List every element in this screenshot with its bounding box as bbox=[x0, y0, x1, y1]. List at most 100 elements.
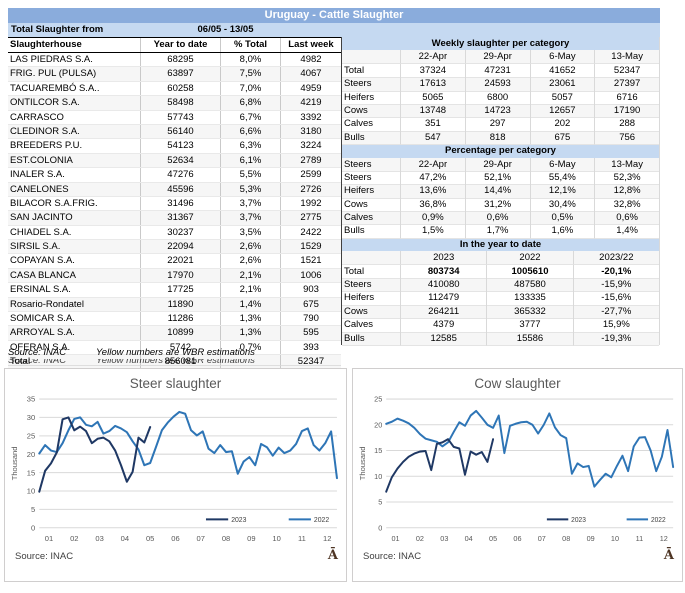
cell: -20,1% bbox=[572, 264, 659, 280]
cell: 6,7% bbox=[220, 110, 280, 124]
cell: ARROYAL S.A. bbox=[10, 327, 75, 339]
svg-text:25: 25 bbox=[27, 431, 35, 440]
svg-text:07: 07 bbox=[538, 534, 546, 543]
svg-text:07: 07 bbox=[197, 534, 205, 543]
svg-text:05: 05 bbox=[146, 534, 154, 543]
cell: INALER S.A. bbox=[10, 169, 65, 181]
svg-text:08: 08 bbox=[222, 534, 230, 543]
table-row: Steers 17613 24593 23061 27397 bbox=[342, 77, 659, 92]
cell: 17613 bbox=[400, 77, 465, 92]
svg-text:12: 12 bbox=[660, 534, 668, 543]
table-row: CLEDINOR S.A. 56140 6,6% 3180 bbox=[8, 124, 341, 140]
svg-text:10: 10 bbox=[374, 472, 382, 481]
svg-text:0: 0 bbox=[378, 523, 382, 532]
cell: Heifers bbox=[342, 291, 400, 306]
cell: 1005610 bbox=[486, 264, 573, 280]
cell: 56140 bbox=[140, 124, 220, 139]
column-header: 29-Apr bbox=[464, 50, 530, 64]
cell: 12585 bbox=[400, 331, 487, 346]
cell: 13748 bbox=[400, 103, 465, 119]
svg-text:02: 02 bbox=[416, 534, 424, 543]
cell: SAN JACINTO bbox=[10, 212, 73, 224]
report-title-bar: Uruguay - Cattle Slaughter bbox=[8, 8, 660, 23]
cell: 15586 bbox=[486, 331, 573, 346]
cell: OFERAN S.A. bbox=[10, 341, 71, 353]
cell: ONTILCOR S.A. bbox=[10, 97, 80, 109]
table-row: EST.COLONIA 52634 6,1% 2789 bbox=[8, 153, 341, 169]
cell: Cows bbox=[342, 198, 400, 213]
cell: 22021 bbox=[140, 254, 220, 268]
svg-text:30: 30 bbox=[27, 413, 35, 422]
cell: 297 bbox=[464, 117, 530, 132]
svg-text:02: 02 bbox=[70, 534, 78, 543]
cell: 264211 bbox=[400, 304, 487, 320]
cell: CASA BLANCA bbox=[10, 269, 76, 281]
cell: 903 bbox=[280, 283, 341, 297]
svg-text:06: 06 bbox=[171, 534, 179, 543]
svg-text:15: 15 bbox=[374, 446, 382, 455]
cell: 547 bbox=[400, 130, 465, 146]
cell: 11286 bbox=[140, 312, 220, 326]
cell: CLEDINOR S.A. bbox=[10, 125, 80, 137]
source-note: Source: INAC bbox=[8, 347, 67, 358]
cell: CHIADEL S.A. bbox=[10, 226, 72, 238]
cell: 58498 bbox=[140, 96, 220, 110]
cell: 1,6% bbox=[529, 224, 595, 239]
cell: 6800 bbox=[464, 90, 530, 105]
cell: 31367 bbox=[140, 211, 220, 225]
cell: 11890 bbox=[140, 297, 220, 312]
table-row: Cows 13748 14723 12657 17190 bbox=[342, 103, 659, 119]
cell: -27,7% bbox=[572, 304, 659, 320]
cell: 1,3% bbox=[220, 312, 280, 326]
cell: 3,7% bbox=[220, 196, 280, 211]
svg-text:04: 04 bbox=[121, 534, 129, 543]
cell: 12657 bbox=[529, 103, 595, 119]
cell: 23061 bbox=[529, 77, 595, 92]
cell: 14,4% bbox=[464, 184, 530, 199]
table-row: Steers 47,2% 52,1% 55,4% 52,3% bbox=[342, 170, 659, 186]
cell: 0,5% bbox=[529, 211, 595, 226]
cell: Calves bbox=[342, 117, 400, 132]
cell: 4982 bbox=[280, 53, 341, 67]
cell: 3,5% bbox=[220, 225, 280, 240]
table-row: Cows 264211 365332 -27,7% bbox=[342, 304, 659, 320]
cell: 351 bbox=[400, 117, 465, 132]
table-row: INALER S.A. 47276 5,5% 2599 bbox=[8, 168, 341, 183]
cell: LAS PIEDRAS S.A. bbox=[10, 54, 93, 65]
cell: 365332 bbox=[486, 304, 573, 320]
table-row: FRIG. PUL (PULSA) 63897 7,5% 4067 bbox=[8, 67, 341, 82]
cell: Heifers bbox=[342, 184, 400, 199]
table-row: CANELONES 45596 5,3% 2726 bbox=[8, 182, 341, 197]
column-header bbox=[342, 50, 400, 64]
cell: SIRSIL S.A. bbox=[10, 241, 61, 253]
cell: 60258 bbox=[140, 81, 220, 96]
section-header-row: Steers 22-Apr 29-Apr 6-May 13-May bbox=[342, 157, 659, 172]
svg-text:Thousand: Thousand bbox=[358, 447, 367, 481]
cell: 52,1% bbox=[464, 170, 530, 186]
slaughterhouse-table-body: LAS PIEDRAS S.A. 68295 8,0% 4982 FRIG. PUL (… bbox=[8, 53, 341, 370]
steer-chart-panel: Steer slaughter 0 5 10 15 20 25 30 35 01 02 03 04 05… bbox=[4, 368, 347, 582]
section-title: Weekly slaughter per category bbox=[342, 37, 659, 51]
table-row: Steers 410080 487580 -15,9% bbox=[342, 278, 659, 293]
cell: -15,6% bbox=[572, 291, 659, 306]
cell: 5742 bbox=[140, 340, 220, 355]
cell: 1,7% bbox=[464, 224, 530, 239]
cell: ERSINAL S.A. bbox=[10, 284, 71, 296]
cell: 15,9% bbox=[572, 318, 659, 333]
table-row: ARROYAL S.A. 10899 1,3% 595 bbox=[8, 326, 341, 341]
cell: 12,1% bbox=[529, 184, 595, 199]
column-header: 2023 bbox=[400, 251, 487, 265]
encoding-artifact-glyph: Ā bbox=[663, 548, 674, 563]
cell: 37324 bbox=[400, 63, 465, 79]
table-row: Cows 36,8% 31,2% 30,4% 32,8% bbox=[342, 197, 659, 213]
period-label: Total Slaughter from bbox=[11, 24, 104, 35]
cow-chart-panel: Cow slaughter 0 5 10 15 20 25 01 02 03 04 05 06 07 08… bbox=[352, 368, 683, 582]
cell: SOMICAR S.A. bbox=[10, 313, 75, 325]
cell: 52634 bbox=[140, 153, 220, 168]
column-header: % Total bbox=[220, 38, 280, 52]
section-body: 2023 2022 2023/22 Total 803734 1005610 -20,1% S… bbox=[342, 251, 659, 346]
cell: Steers bbox=[342, 278, 400, 293]
cell: 2789 bbox=[280, 153, 341, 168]
svg-text:01: 01 bbox=[391, 534, 399, 543]
